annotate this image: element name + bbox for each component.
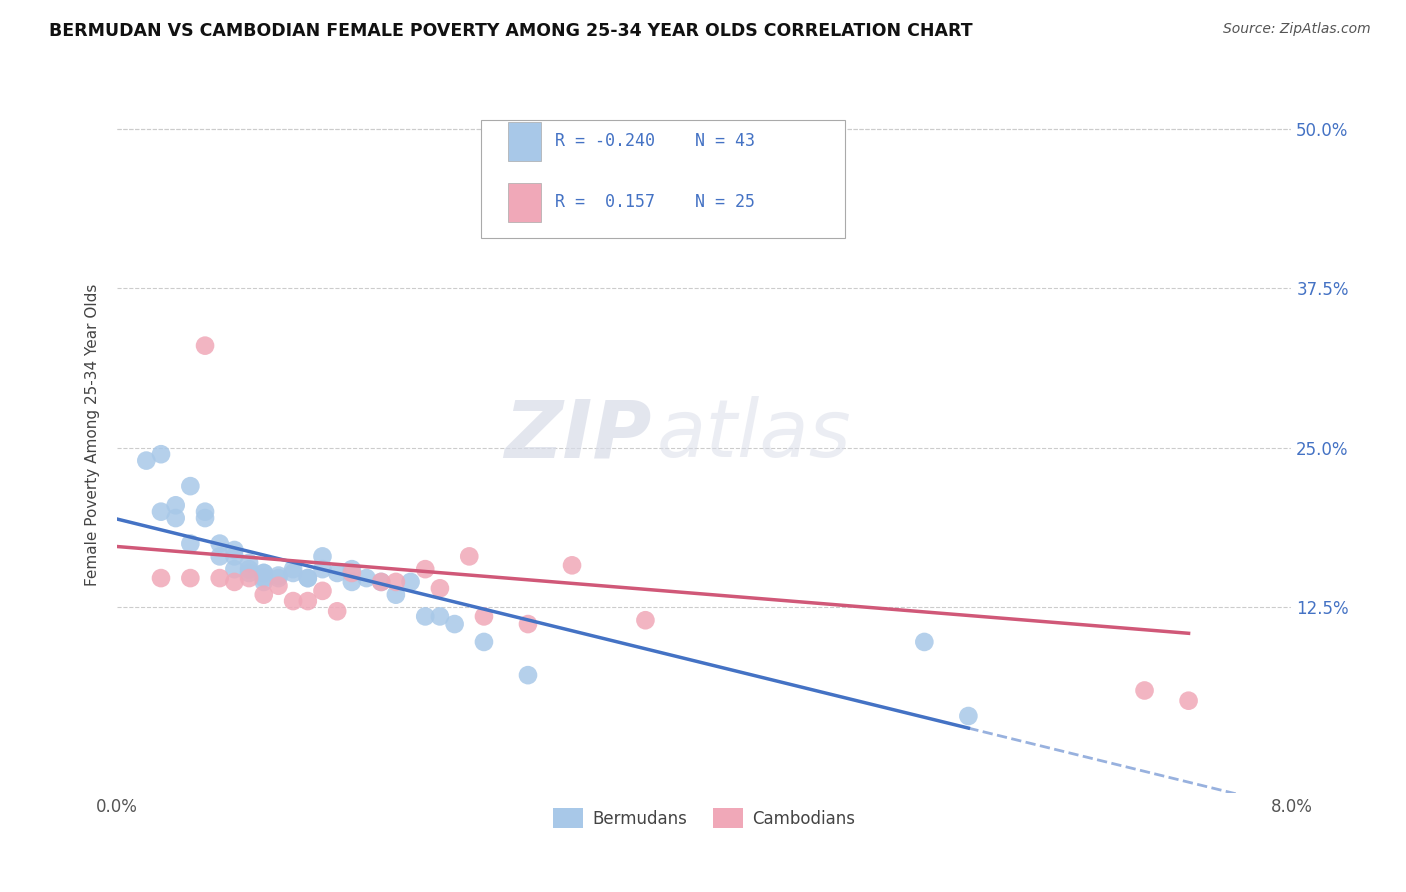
Point (385, 588, 408, 602)
Point (281, 594, 304, 608)
Point (664, 198, 686, 212)
Text: ZIP: ZIP (503, 396, 651, 474)
Text: Source: ZipAtlas.com: Source: ZipAtlas.com (1223, 22, 1371, 37)
Point (413, 562, 436, 576)
FancyBboxPatch shape (481, 120, 845, 238)
Point (429, 582, 451, 596)
Point (238, 556, 260, 570)
Point (253, 566, 276, 580)
Point (517, 617, 540, 632)
Point (311, 549, 333, 564)
Point (311, 562, 333, 576)
Point (253, 571, 276, 585)
Point (340, 566, 363, 580)
Point (238, 571, 260, 585)
Point (150, 447, 173, 461)
Point (224, 574, 246, 589)
Point (634, 613, 657, 627)
Point (297, 571, 319, 585)
Point (135, 453, 157, 467)
Point (238, 566, 260, 580)
Point (356, 571, 378, 585)
Point (340, 562, 363, 576)
Point (267, 571, 290, 585)
Point (150, 505, 173, 519)
Point (194, 505, 217, 519)
Point (281, 562, 304, 576)
Point (165, 511, 187, 525)
Point (385, 574, 408, 589)
Point (1133, 683, 1156, 698)
Point (267, 568, 290, 582)
Point (297, 571, 319, 585)
Point (472, 635, 495, 649)
Point (326, 604, 349, 618)
Point (194, 338, 217, 352)
Point (165, 498, 187, 512)
Point (179, 571, 201, 585)
Point (194, 511, 217, 525)
Point (253, 588, 276, 602)
Point (561, 558, 583, 573)
Point (443, 617, 465, 632)
Text: R =  0.157    N = 25: R = 0.157 N = 25 (555, 194, 755, 211)
Point (208, 536, 231, 550)
Point (429, 609, 451, 624)
Y-axis label: Female Poverty Among 25-34 Year Olds: Female Poverty Among 25-34 Year Olds (86, 284, 100, 586)
Text: R = -0.240    N = 43: R = -0.240 N = 43 (555, 132, 755, 151)
Point (517, 668, 540, 682)
Point (224, 562, 246, 576)
Point (253, 566, 276, 580)
Point (957, 709, 980, 723)
Text: BERMUDAN VS CAMBODIAN FEMALE POVERTY AMONG 25-34 YEAR OLDS CORRELATION CHART: BERMUDAN VS CAMBODIAN FEMALE POVERTY AMO… (49, 22, 973, 40)
Point (281, 566, 304, 580)
Point (208, 549, 231, 564)
Text: atlas: atlas (657, 396, 852, 474)
Point (179, 536, 201, 550)
Point (208, 571, 231, 585)
Legend: Bermudans, Cambodians: Bermudans, Cambodians (546, 802, 862, 834)
Point (370, 574, 392, 589)
Point (413, 609, 436, 624)
Point (150, 571, 173, 585)
Point (311, 583, 333, 598)
Point (326, 566, 349, 580)
Point (297, 594, 319, 608)
Point (472, 609, 495, 624)
Point (238, 562, 260, 576)
Point (224, 549, 246, 564)
Point (267, 579, 290, 593)
Point (370, 574, 392, 589)
Point (179, 479, 201, 493)
FancyBboxPatch shape (508, 122, 541, 161)
Point (458, 549, 481, 564)
Point (399, 574, 422, 589)
Point (1177, 694, 1199, 708)
Point (224, 543, 246, 558)
Point (912, 635, 935, 649)
FancyBboxPatch shape (508, 183, 541, 222)
Point (340, 574, 363, 589)
Point (253, 574, 276, 589)
